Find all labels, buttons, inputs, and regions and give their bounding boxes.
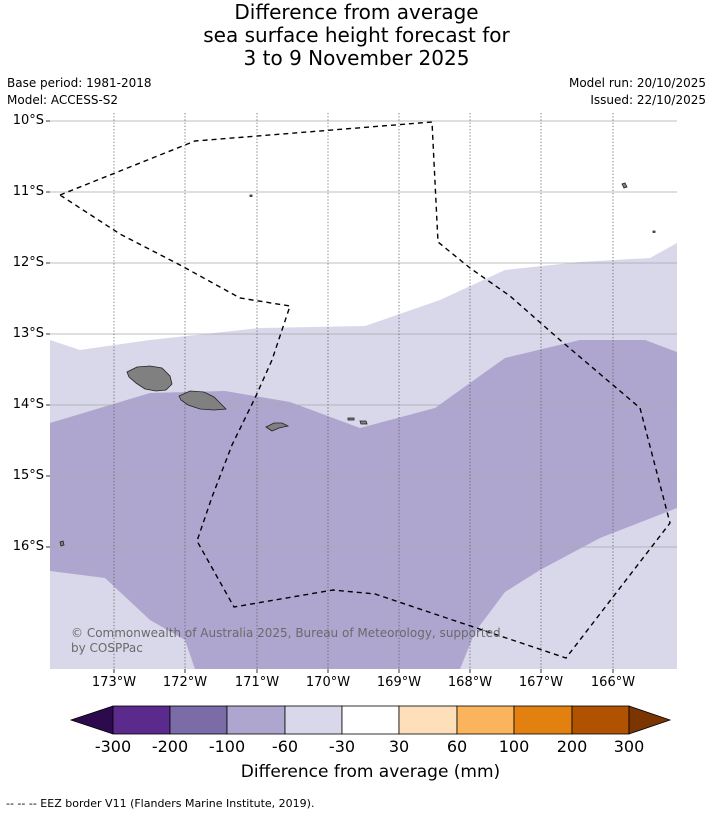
lon-label: 170°W (305, 675, 351, 690)
colorbar-swatch (513, 705, 573, 735)
lat-label: 14°S (12, 397, 44, 412)
colorbar-swatch (456, 705, 515, 735)
lon-label: 171°W (234, 675, 280, 690)
island-swains (249, 194, 253, 197)
lon-label: 168°W (447, 675, 493, 690)
lat-label: 10°S (12, 113, 44, 128)
colorbar-swatch (112, 705, 171, 735)
colorbar-swatch (169, 705, 228, 735)
base-period: Base period: 1981-2018 (7, 76, 152, 90)
colorbar-tick-label: 200 (556, 737, 588, 756)
colorbar (69, 705, 672, 735)
issued-date: Issued: 22/10/2025 (590, 93, 706, 107)
colorbar-tick-label: 100 (498, 737, 530, 756)
lon-label: 167°W (518, 675, 564, 690)
chart-title-line-1: Difference from average (234, 0, 479, 24)
region-moderate-anomaly (50, 340, 677, 669)
island-manua (347, 417, 368, 425)
island-tutuila (265, 422, 290, 432)
colorbar-swatch (571, 705, 630, 735)
colorbar-swatch (398, 705, 458, 735)
lon-label: 166°W (590, 675, 636, 690)
colorbar-tick-label: 300 (613, 737, 645, 756)
lat-label: 15°S (12, 468, 44, 483)
island-savaii (126, 365, 173, 392)
lon-label: 169°W (376, 675, 422, 690)
island-upolu (178, 390, 227, 411)
eez-border-tokelau (58, 121, 671, 659)
island-small-west (59, 540, 65, 547)
colorbar-tick-label: -300 (94, 737, 132, 756)
colorbar-tick-label: 30 (388, 737, 410, 756)
chart-title-line-3: 3 to 9 November 2025 (243, 46, 470, 70)
colorbar-title: Difference from average (mm) (240, 762, 501, 782)
lat-label: 16°S (12, 539, 44, 554)
colorbar-tick-label: -30 (328, 737, 356, 756)
model-name: Model: ACCESS-S2 (7, 93, 119, 107)
copyright-line-2: by COSPPac (71, 641, 143, 655)
lat-label: 13°S (12, 326, 44, 341)
colorbar-swatch (284, 705, 343, 735)
colorbar-swatch (341, 705, 400, 735)
axis-ticks (46, 120, 614, 673)
colorbar-tick-label: -100 (208, 737, 246, 756)
colorbar-extend-high (628, 705, 672, 735)
chart-title-line-2: sea surface height forecast for (203, 23, 510, 47)
copyright-notice: © Commonwealth of Australia 2025, Bureau… (71, 626, 501, 656)
model-run-date: Model run: 20/10/2025 (568, 76, 706, 90)
lat-label: 11°S (12, 184, 44, 199)
lon-label: 173°W (91, 675, 137, 690)
eez-footnote: -- -- -- EEZ border V11 (Flanders Marine… (6, 797, 315, 810)
copyright-line-1: © Commonwealth of Australia 2025, Bureau… (71, 626, 501, 640)
colorbar-tick-label: -60 (271, 737, 299, 756)
colorbar-tick-label: -200 (151, 737, 189, 756)
lon-label: 172°W (162, 675, 208, 690)
latitude-gridlines (50, 120, 677, 548)
colorbar-tick-label: 60 (446, 737, 468, 756)
lat-label: 12°S (12, 255, 44, 270)
colorbar-swatch (226, 705, 286, 735)
island-tokelau (621, 182, 656, 233)
eez-borders (58, 121, 671, 659)
colorbar-extend-low (69, 705, 114, 735)
